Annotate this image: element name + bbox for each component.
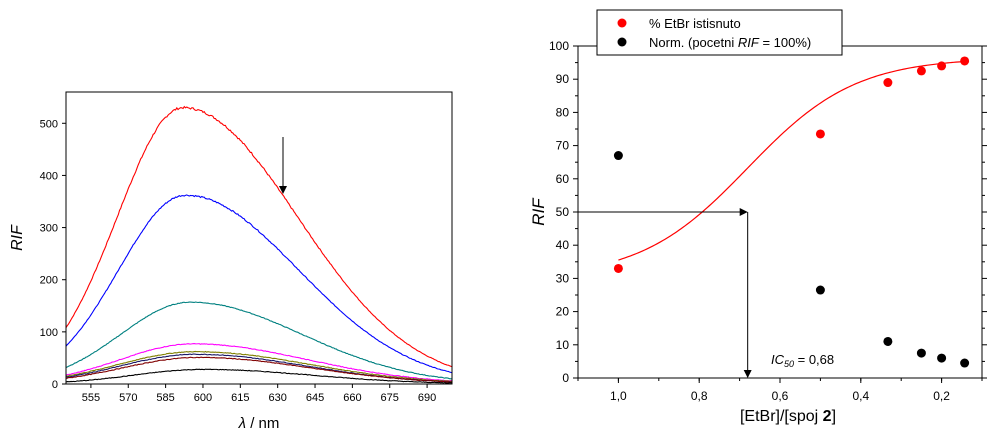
right-x-tick-label: 0,8 (691, 389, 708, 403)
legend-marker-black (617, 37, 627, 47)
left-y-axis-label: RIF (9, 224, 26, 251)
spectrum-curve-2 (65, 194, 453, 374)
right-y-tick-label: 80 (556, 105, 570, 119)
left-x-tick-label: 690 (418, 392, 436, 404)
left-x-tick-label: 645 (306, 392, 324, 404)
right-x-axis-label: [EtBr]/[spoj 2] (740, 408, 836, 425)
left-y-tick-label: 200 (40, 275, 58, 287)
right-x-tick-label: 0,4 (852, 389, 869, 403)
left-chart-ticks: 555 570 585 600 615 630 645 660 675 690 0 100 200 300… (40, 118, 437, 404)
emission-spectra-chart: 555 570 585 600 615 630 645 660 675 690 0 100 200 300… (9, 91, 453, 432)
red-data-point (883, 78, 893, 88)
left-x-tick-label: 630 (268, 392, 286, 404)
left-y-tick-label: 100 (40, 327, 58, 339)
left-x-tick-label: 615 (231, 392, 249, 404)
right-y-tick-label: 30 (556, 271, 570, 285)
right-y-tick-label: 20 (556, 305, 570, 319)
left-y-tick-label: 500 (40, 118, 58, 130)
spectrum-curve-1 (65, 105, 453, 368)
legend-marker-red (617, 18, 627, 28)
right-y-tick-label: 90 (556, 72, 570, 86)
spectrum-curve-5 (65, 350, 453, 383)
red-data-point (960, 56, 970, 66)
spectrum-curve-8 (65, 368, 453, 384)
etbr-displacement-chart: 1,0 0,8 0,6 0,4 0,2 0 10 20 30 40 50 60 70 80 90 100 RI… (529, 9, 987, 425)
right-y-tick-label: 50 (556, 205, 570, 219)
left-x-tick-label: 675 (381, 392, 399, 404)
left-y-tick-label: 400 (40, 170, 58, 182)
legend-box (596, 9, 843, 56)
legend-label-red: % EtBr istisnuto (649, 16, 741, 31)
left-x-axis-label: λ / nm (238, 415, 280, 432)
right-y-tick-label: 40 (556, 238, 570, 252)
spectrum-curve-4 (65, 343, 453, 382)
left-y-tick-label: 300 (40, 223, 58, 235)
black-data-point (937, 353, 947, 363)
legend: % EtBr istisnuto Norm. (pocetni RIF = 10… (596, 9, 843, 56)
red-data-point (613, 263, 623, 273)
right-x-tick-label: 0,6 (772, 389, 789, 403)
black-data-point (960, 358, 970, 368)
black-data-point (916, 348, 926, 358)
right-x-tick-label: 0,2 (933, 389, 950, 403)
sigmoid-fit-curve (618, 60, 966, 261)
right-x-tick-label: 1,0 (610, 389, 627, 403)
spectrum-curve-3 (65, 301, 453, 380)
right-chart-points (613, 56, 970, 368)
right-y-tick-label: 60 (556, 172, 570, 186)
red-data-point (815, 129, 825, 139)
left-y-tick-label: 0 (52, 379, 58, 391)
right-y-tick-label: 10 (556, 338, 570, 352)
ic50-guide-arrows (578, 208, 752, 378)
ic50-annotation: IC50 = 0,68 (771, 352, 834, 369)
right-y-tick-label: 70 (556, 139, 570, 153)
right-y-tick-label: 100 (549, 39, 569, 53)
black-data-point (883, 336, 893, 346)
spectrum-curve-7 (65, 356, 453, 383)
left-x-tick-label: 555 (82, 392, 100, 404)
left-x-tick-label: 660 (343, 392, 361, 404)
black-data-point (815, 285, 825, 295)
black-data-point (613, 151, 623, 161)
right-y-tick-label: 0 (562, 371, 569, 385)
legend-label-black: Norm. (pocetni RIF = 100%) (649, 35, 811, 50)
left-x-tick-label: 570 (119, 392, 137, 404)
red-data-point (937, 61, 947, 71)
left-x-tick-label: 585 (156, 392, 174, 404)
right-chart-ticks: 1,0 0,8 0,6 0,4 0,2 0 10 20 30 40 50 60 70 80 90 100 (549, 39, 987, 403)
red-data-point (916, 66, 926, 76)
left-chart-plot-area (65, 91, 453, 385)
left-chart-curves (65, 105, 453, 384)
left-x-tick-label: 600 (194, 392, 212, 404)
right-y-axis-label: RIF (529, 197, 548, 226)
